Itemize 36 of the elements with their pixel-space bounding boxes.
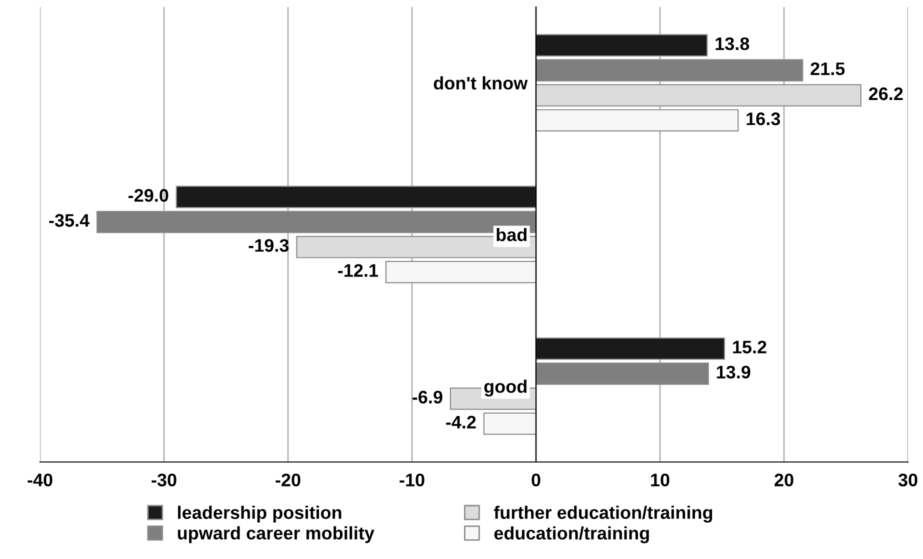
data-label: 15.2 [733, 340, 766, 354]
legend-label: leadership position [178, 506, 342, 523]
data-label: 21.5 [810, 62, 845, 76]
legend-label: upward career mobility [178, 526, 374, 544]
y-tick-label: good [484, 380, 526, 397]
x-tick-label: -30 [152, 474, 176, 486]
data-label: 16.3 [746, 112, 780, 126]
x-tick-label: -10 [400, 474, 424, 486]
x-tick-label: 10 [651, 474, 670, 486]
x-tick-label: 30 [898, 474, 918, 486]
data-label: -6.9 [412, 390, 442, 404]
data-label: -4.2 [446, 416, 476, 428]
legend-label: further education/training [494, 506, 712, 523]
data-label: -19.3 [248, 239, 289, 252]
bar [385, 260, 537, 284]
y-tick-label: don't know [434, 76, 528, 90]
bar [535, 362, 709, 385]
data-label: -12.1 [338, 264, 378, 277]
data-label: -29.0 [128, 189, 168, 202]
bar [535, 34, 708, 56]
x-tick-label: -40 [28, 474, 52, 486]
bar [535, 109, 739, 132]
x-tick-label: 0 [532, 474, 540, 486]
x-tick-label: -20 [276, 474, 300, 486]
y-tick-label: bad [496, 228, 526, 242]
bar [483, 412, 537, 435]
bar [176, 186, 537, 208]
data-label: 13.8 [716, 37, 750, 50]
bar [535, 59, 804, 82]
legend-label: education/training [494, 526, 649, 544]
data-label: 13.9 [716, 366, 750, 379]
data-label: 26.2 [868, 87, 903, 100]
x-tick-label: 20 [774, 474, 794, 486]
data-label: -35.4 [49, 214, 90, 227]
bar [535, 84, 862, 107]
bar [535, 337, 726, 360]
